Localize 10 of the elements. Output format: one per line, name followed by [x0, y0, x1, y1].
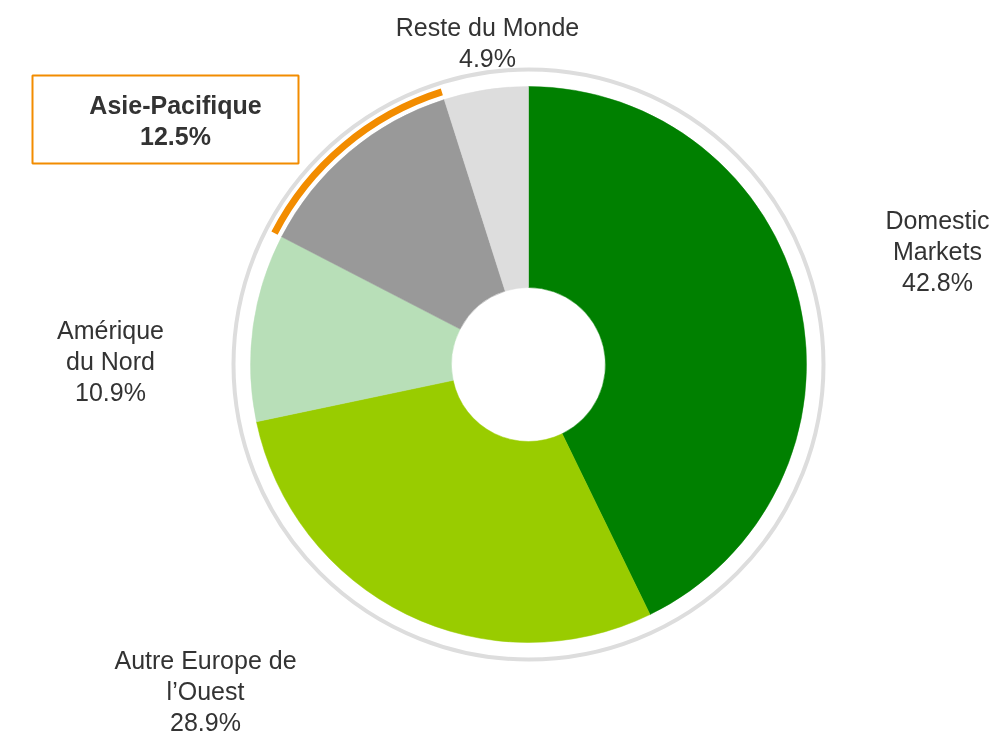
data-label: 4.9% — [459, 44, 516, 72]
slice-label: Amérique du Nord — [57, 315, 164, 375]
data-label: 12.5% — [140, 122, 211, 150]
data-label: 42.8% — [902, 267, 973, 296]
data-label: 28.9% — [170, 707, 241, 734]
data-label: 10.9% — [75, 377, 146, 406]
slice-label: Domestic Markets — [885, 205, 990, 265]
slice-label: Autre Europe de l’Ouest — [114, 645, 297, 705]
slice-label: Asie-Pacifique — [89, 91, 262, 119]
slice-label: Reste du Monde — [395, 13, 580, 41]
